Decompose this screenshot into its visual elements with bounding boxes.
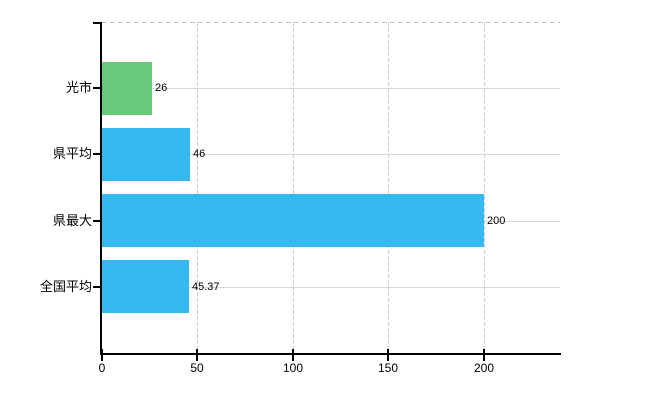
y-axis-category-label: 県最大: [52, 213, 92, 228]
x-axis-tick-label: 0: [98, 361, 106, 375]
y-axis-category-label: 全国平均: [39, 279, 92, 294]
vertical-gridline: [293, 22, 294, 353]
bar-value-label: 26: [155, 82, 168, 94]
x-axis-tick: [387, 349, 389, 361]
bar: [102, 62, 152, 115]
vertical-gridline: [197, 22, 198, 353]
y-axis-category-label: 県平均: [52, 146, 92, 161]
y-axis-tick: [93, 286, 100, 288]
y-axis-tick: [93, 87, 100, 89]
y-axis-tick: [93, 220, 100, 222]
bar: [102, 128, 190, 181]
x-axis-tick: [101, 349, 103, 361]
bar: [102, 194, 484, 247]
plot-top-border: [102, 22, 560, 23]
x-axis-tick-label: 50: [190, 361, 204, 375]
x-axis-line: [100, 353, 561, 355]
vertical-gridline: [484, 22, 485, 353]
bar-value-label: 45.37: [192, 281, 220, 293]
y-axis-tick: [93, 22, 100, 24]
horizontal-gridline: [102, 88, 560, 89]
x-axis-tick: [292, 349, 294, 361]
bar-value-label: 46: [193, 148, 206, 160]
x-axis-tick: [483, 349, 485, 361]
y-axis-line: [100, 22, 102, 355]
vertical-gridline: [388, 22, 389, 353]
y-axis-tick: [93, 153, 100, 155]
bar: [102, 260, 189, 313]
horizontal-gridline: [102, 287, 560, 288]
x-axis-tick-label: 100: [282, 361, 304, 375]
y-axis-category-label: 光市: [65, 80, 92, 95]
x-axis-tick: [196, 349, 198, 361]
x-axis-tick-label: 200: [473, 361, 495, 375]
bar-value-label: 200: [487, 215, 506, 227]
x-axis-tick-label: 150: [377, 361, 399, 375]
horizontal-gridline: [102, 154, 560, 155]
